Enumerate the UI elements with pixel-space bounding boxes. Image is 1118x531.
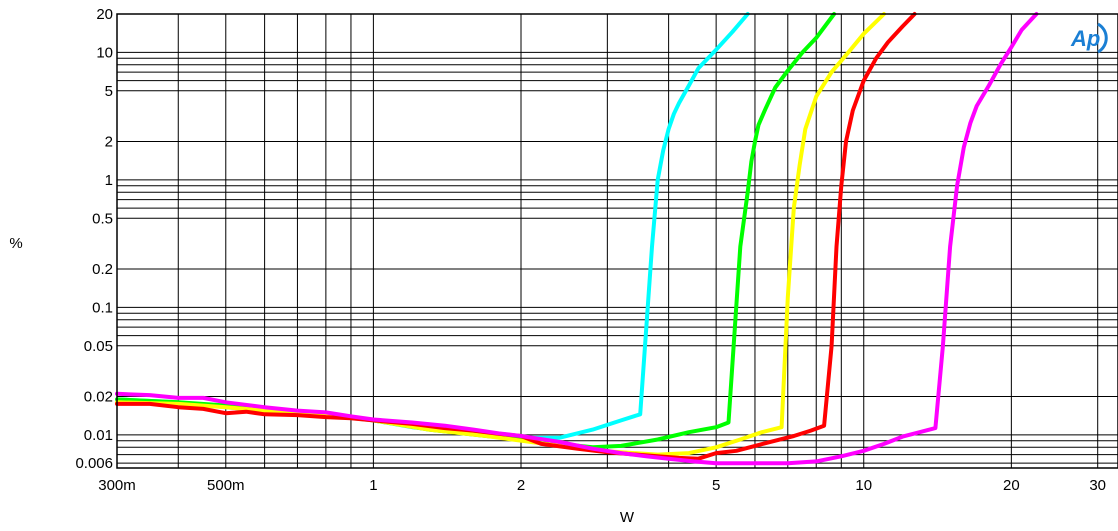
x-tick-label: 500m — [207, 477, 245, 494]
y-tick-label: 5 — [105, 83, 113, 100]
y-tick-label: 0.02 — [84, 389, 113, 406]
x-tick-label: 5 — [712, 477, 720, 494]
x-tick-label: 300m — [98, 477, 136, 494]
y-tick-label: 0.1 — [92, 299, 113, 316]
x-tick-label: 10 — [855, 477, 872, 494]
series-line-5 — [115, 12, 1039, 466]
plot-frame — [116, 13, 1118, 469]
y-tick-label: 1 — [105, 172, 113, 189]
x-axis-label: W — [620, 509, 635, 526]
y-tick-label: 20 — [96, 6, 113, 23]
x-axis-ticks: 300m 500m 1 2 5 10 20 30 — [98, 477, 1106, 494]
ap-logo: Ap — [1070, 22, 1108, 54]
y-tick-label: 0.006 — [75, 455, 113, 472]
y-tick-label: 10 — [96, 44, 113, 61]
x-tick-label: 1 — [369, 477, 377, 494]
x-tick-label: 20 — [1003, 477, 1020, 494]
y-tick-label: 0.05 — [84, 338, 113, 355]
y-axis-label: % — [9, 235, 22, 252]
y-tick-label: 0.2 — [92, 261, 113, 278]
ap-logo-text: Ap — [1070, 26, 1100, 51]
x-tick-label: 30 — [1089, 477, 1106, 494]
y-tick-label: 0.5 — [92, 210, 113, 227]
x-tick-label: 2 — [517, 477, 525, 494]
series-layer — [115, 12, 1039, 466]
y-tick-label: 0.01 — [84, 427, 113, 444]
y-axis-ticks: 20 10 5 2 1 0.5 0.2 0.1 0.05 0.02 0.01 0.006 — [75, 6, 113, 472]
y-tick-label: 2 — [105, 134, 113, 151]
